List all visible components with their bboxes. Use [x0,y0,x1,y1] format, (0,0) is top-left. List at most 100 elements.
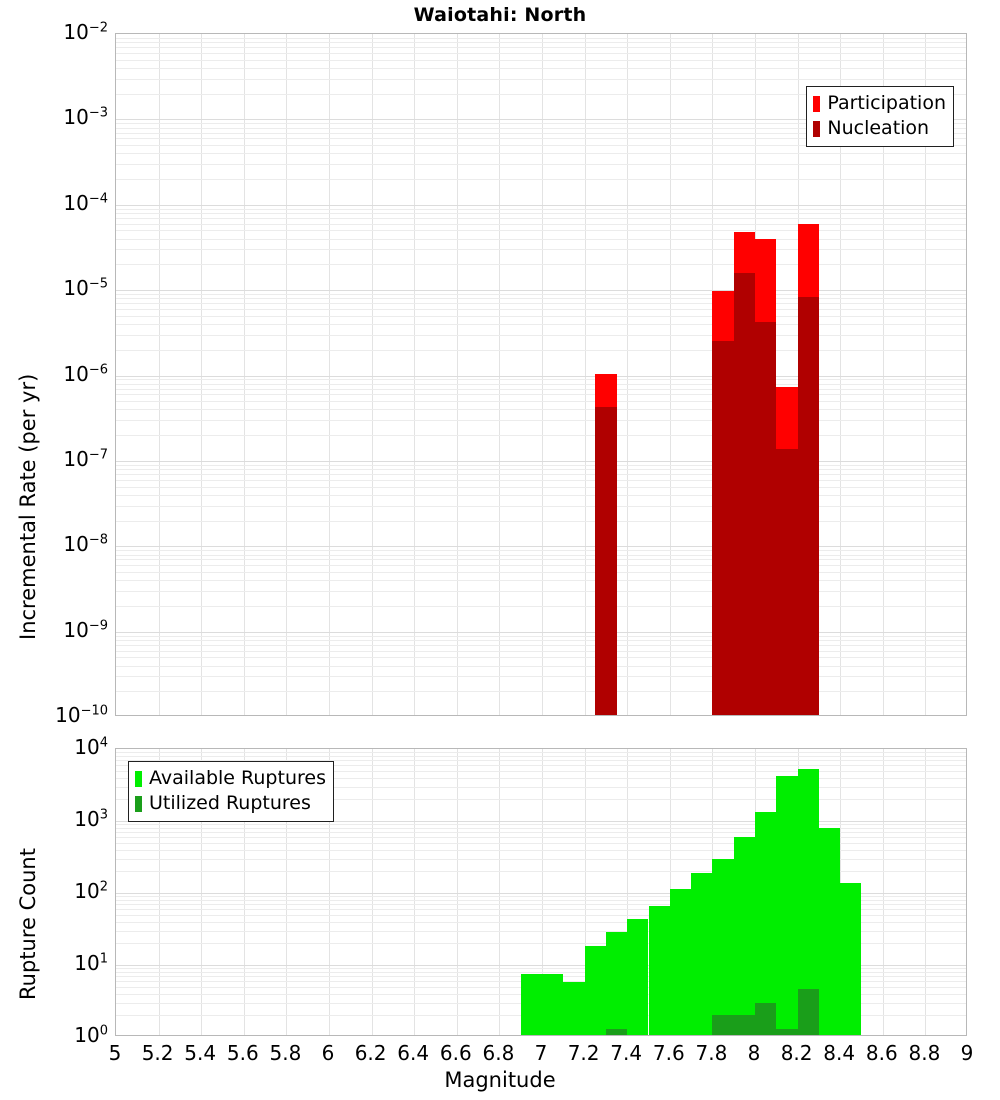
bar-segment-available-ruptures [669,889,692,1035]
bar-segment-available-ruptures [648,906,670,1035]
y-tick-label: 104 [74,735,108,759]
incremental-rate-plot: Participation Nucleation [115,33,967,716]
x-tick-label: 7.2 [567,1041,600,1065]
bar [755,34,777,715]
bars-incremental-rate [116,34,966,715]
y-axis-title-bottom: Rupture Count [16,848,40,1000]
bar-segment-available-ruptures [797,769,819,1035]
bar-segment-utilized-ruptures [712,1014,734,1035]
y-tick-label: 10−7 [63,446,108,471]
bar [627,749,649,1035]
bars-rupture-count [116,749,966,1035]
bar-segment-available-ruptures [733,836,755,1035]
bar [818,749,841,1035]
x-tick-label: 5.4 [184,1041,217,1065]
y-tick-label: 10−2 [63,20,108,44]
legend-swatch-utilized-ruptures [135,795,142,812]
legend-item-available-ruptures[interactable]: Available Ruptures [135,766,326,791]
x-tick-label: 7.6 [652,1041,685,1065]
bar [563,749,585,1035]
x-tick-label: 7.4 [610,1041,643,1065]
x-tick-label: 5 [108,1041,122,1065]
y-tick-label: 10−9 [63,617,108,642]
y-tick-label: 10−5 [63,276,108,301]
bar [797,749,819,1035]
x-tick-label: 8.2 [780,1041,813,1065]
x-tick-label: 6.4 [397,1041,430,1065]
bar-segment-available-ruptures [840,882,862,1035]
bar-segment-nucleation [776,449,798,715]
y-axis-ticks-top: 10−2 10−3 10−4 10−5 10−6 10−7 10−8 10−9 10−10 [0,21,108,725]
bar-segment-available-ruptures [691,872,713,1035]
bar-segment-nucleation [733,273,755,715]
y-tick-label: 10−4 [63,190,108,215]
x-tick-label: 6 [321,1041,335,1065]
bar-segment-available-ruptures [755,812,777,1035]
bar-segment-available-ruptures [542,974,564,1035]
legend-label-nucleation: Nucleation [827,117,930,139]
y-tick-label: 103 [74,807,108,831]
x-tick-label: 8.6 [865,1041,898,1065]
x-tick-label: 5.8 [269,1041,302,1065]
bar [776,34,798,715]
x-tick-label: 8.4 [823,1041,856,1065]
legend-item-utilized-ruptures[interactable]: Utilized Ruptures [135,791,326,816]
y-tick-label: 102 [74,879,108,903]
bar [595,34,617,715]
legend-label-participation: Participation [827,92,946,114]
bar [797,34,819,715]
y-tick-label: 10−3 [63,105,108,130]
bar [542,749,564,1035]
legend-item-nucleation[interactable]: Nucleation [813,116,946,141]
bar [605,749,628,1035]
bar-segment-available-ruptures [627,918,649,1035]
bar [712,34,734,715]
bar [669,749,692,1035]
bar [840,749,862,1035]
x-tick-label: 7 [534,1041,548,1065]
bar-segment-utilized-ruptures [797,988,819,1035]
y-tick-label: 100 [74,1023,108,1047]
legend-swatch-nucleation [813,120,821,137]
x-tick-label: 9 [960,1041,974,1065]
bar-segment-utilized-ruptures [605,1029,628,1035]
bar [733,34,755,715]
bar-segment-available-ruptures [563,981,585,1035]
bar-segment-nucleation [755,322,777,715]
bar-segment-nucleation [797,297,819,715]
legend-swatch-available-ruptures [135,770,142,787]
y-tick-label: 10−10 [55,703,108,727]
x-tick-label: 6.6 [439,1041,472,1065]
bar [520,749,542,1035]
x-tick-label: 8 [747,1041,761,1065]
legend-incremental-rate[interactable]: Participation Nucleation [806,86,954,147]
bar-segment-nucleation [595,407,617,715]
bar-segment-available-ruptures [584,946,606,1035]
legend-swatch-participation [813,95,821,112]
rupture-count-plot: Available Ruptures Utilized Ruptures [115,748,967,1036]
y-tick-label: 10−6 [63,361,108,386]
x-tick-label: 5.6 [226,1041,259,1065]
legend-item-participation[interactable]: Participation [813,91,946,116]
bar-segment-available-ruptures [605,931,628,1035]
bar-segment-nucleation [712,341,734,715]
x-tick-label: 6.8 [482,1041,515,1065]
y-tick-label: 10−8 [63,532,108,557]
x-tick-label: 7.8 [695,1041,728,1065]
legend-label-available-ruptures: Available Ruptures [149,767,326,789]
legend-label-utilized-ruptures: Utilized Ruptures [149,792,311,814]
x-tick-label: 5.2 [141,1041,174,1065]
y-axis-ticks-bottom: 104 103 102 101 100 [0,736,108,1045]
y-tick-label: 101 [74,951,108,975]
y-axis-title-top: Incremental Rate (per yr) [16,373,40,640]
bar-segment-available-ruptures [712,859,734,1035]
bar [712,749,734,1035]
bar [755,749,777,1035]
legend-rupture-count[interactable]: Available Ruptures Utilized Ruptures [128,761,334,822]
bar [733,749,755,1035]
bar [584,749,606,1035]
bar-segment-utilized-ruptures [733,1014,755,1035]
x-tick-label: 6.2 [354,1041,387,1065]
bar [691,749,713,1035]
